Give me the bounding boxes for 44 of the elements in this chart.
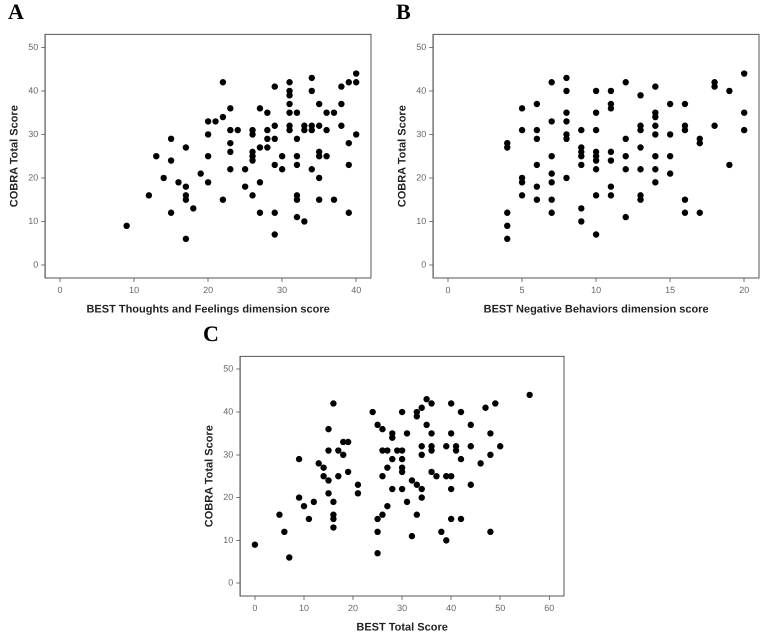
y-axis-title: COBRA Total Score — [396, 105, 409, 208]
x-axis-title: BEST Negative Behaviors dimension score — [484, 303, 709, 316]
x-tick-label: 20 — [348, 602, 358, 613]
y-tick-label: 0 — [33, 259, 38, 270]
y-tick-label: 20 — [223, 492, 234, 502]
x-tick-label: 20 — [203, 284, 214, 295]
y-tick-label: 40 — [416, 85, 426, 96]
y-tick-label: 20 — [416, 172, 426, 182]
y-tick-label: 10 — [416, 216, 426, 226]
y-tick-label: 30 — [223, 449, 234, 460]
x-tick-label: 10 — [298, 602, 309, 613]
x-tick-label: 15 — [665, 284, 676, 295]
x-tick-label: 5 — [520, 284, 525, 295]
y-tick-label: 20 — [28, 172, 38, 182]
y-tick-label: 40 — [223, 406, 234, 417]
x-tick-label: 30 — [397, 602, 408, 613]
chart-title: C — [203, 321, 219, 346]
x-tick-label: 0 — [58, 284, 63, 295]
y-tick-label: 50 — [28, 42, 38, 52]
y-tick-label: 40 — [28, 85, 38, 96]
x-tick-label: 40 — [446, 602, 456, 613]
x-axis-title: BEST Thoughts and Feelings dimension score — [86, 303, 330, 316]
y-axis-title: COBRA Total Score — [8, 105, 21, 208]
x-tick-label: 60 — [544, 602, 554, 613]
x-axis-title: BEST Total Score — [356, 621, 448, 634]
y-tick-label: 50 — [223, 364, 234, 374]
y-tick-label: 50 — [416, 42, 426, 52]
chart-title: B — [396, 0, 411, 24]
y-axis-title: COBRA Total Score — [204, 425, 216, 528]
y-tick-label: 10 — [28, 216, 38, 226]
x-tick-label: 20 — [739, 284, 750, 295]
x-tick-label: 0 — [446, 284, 451, 295]
chart-title: A — [8, 0, 24, 24]
x-tick-label: 10 — [591, 284, 602, 295]
y-tick-label: 30 — [28, 128, 38, 139]
y-tick-label: 10 — [223, 534, 234, 545]
y-tick-label: 0 — [228, 578, 234, 588]
y-tick-label: 30 — [416, 128, 426, 139]
y-tick-label: 0 — [421, 259, 426, 270]
x-tick-label: 10 — [129, 284, 140, 295]
x-tick-label: 0 — [252, 602, 258, 613]
x-tick-label: 40 — [351, 284, 362, 295]
x-tick-label: 30 — [277, 284, 288, 295]
x-tick-label: 50 — [495, 602, 506, 613]
